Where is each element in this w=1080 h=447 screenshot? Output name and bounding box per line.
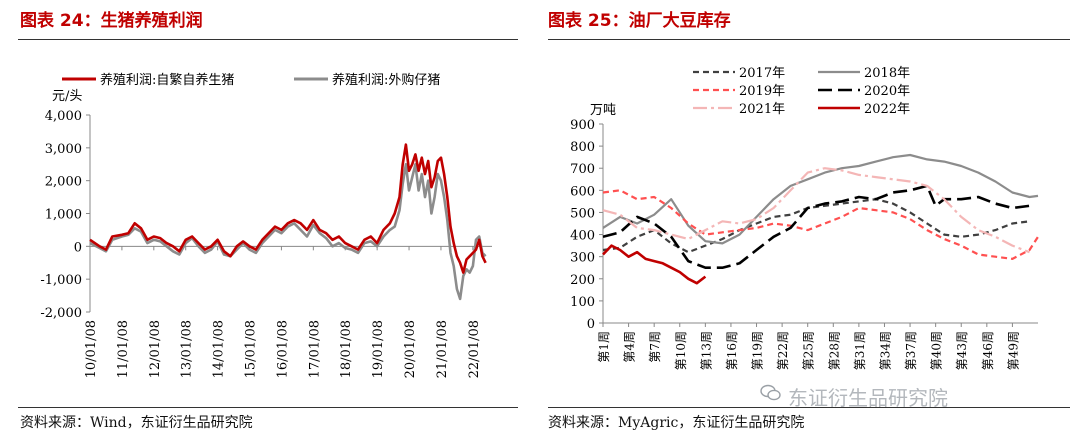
x-tick-label: 20/01/08 <box>403 320 418 378</box>
legend-label: 2019年 <box>739 84 785 99</box>
y-axis-unit: 万吨 <box>590 103 616 118</box>
series-line <box>89 143 487 274</box>
x-tick-label: 12/01/08 <box>148 320 163 378</box>
y-tick-label: 300 <box>570 251 595 266</box>
x-tick-label: 第25周 <box>802 331 816 370</box>
y-tick-label: 500 <box>570 206 595 221</box>
x-tick-label: 14/01/08 <box>212 320 227 378</box>
x-tick-label: 13/01/08 <box>180 320 195 378</box>
x-tick-label: 22/01/08 <box>467 320 482 378</box>
right-chart-title: 图表 25：油厂大豆库存 <box>548 11 731 31</box>
right-chart-panel: 图表 25：油厂大豆库存 2017年 2018年 2019年 2020年 2021年 20… <box>548 0 1080 447</box>
legend-label: 2018年 <box>864 66 910 81</box>
x-tick-label: 第7周 <box>648 331 662 363</box>
x-tick-label: 第28周 <box>827 331 841 370</box>
x-tick-label: 10/01/08 <box>84 320 99 378</box>
y-tick-label: 1,000 <box>45 208 82 223</box>
wechat-icon <box>760 384 781 401</box>
y-tick-label: -2,000 <box>40 306 82 321</box>
x-tick-label: 17/01/08 <box>307 320 322 378</box>
left-source-note: 资料来源：Wind，东证衍生品研究院 <box>20 415 253 431</box>
soybean-stock-chart: 2017年 2018年 2019年 2020年 2021年 2022年 万吨 0 100 200 3… <box>570 66 1039 370</box>
x-tick-label: 第10周 <box>674 331 688 370</box>
x-tick-label: 第4周 <box>623 331 637 363</box>
y-tick-label: 900 <box>570 118 595 133</box>
y-tick-label: 0 <box>74 240 82 255</box>
x-tick-label: 第1周 <box>597 331 611 363</box>
legend-label: 2017年 <box>739 66 785 81</box>
y-tick-label: 800 <box>570 140 595 155</box>
series-line <box>602 244 707 285</box>
y-tick-label: 2,000 <box>45 175 82 190</box>
x-tick-label: 第16周 <box>725 331 739 370</box>
x-tick-label: 第13周 <box>699 331 713 370</box>
left-source-rule <box>18 407 518 408</box>
y-axis-unit: 元/头 <box>52 89 82 104</box>
right-source-rule <box>548 407 1070 408</box>
x-tick-label: 第40周 <box>930 331 944 370</box>
y-tick-label: 4,000 <box>45 109 82 124</box>
x-tick-label: 第43周 <box>955 331 969 370</box>
legend-label: 2021年 <box>739 102 785 117</box>
right-title-rule <box>548 39 1070 40</box>
series-line <box>602 189 1039 260</box>
watermark-text: 东证衍生品研究院 <box>788 386 948 410</box>
x-tick-label: 19/01/08 <box>371 320 386 378</box>
y-tick-label: -1,000 <box>40 273 82 288</box>
x-tick-label: 16/01/08 <box>275 320 290 378</box>
x-tick-label: 18/01/08 <box>339 320 354 378</box>
y-tick-label: 3,000 <box>45 142 82 157</box>
legend-label: 养殖利润:自繁自养生猪 <box>100 72 234 88</box>
y-tick-label: 0 <box>587 317 595 332</box>
left-chart-panel: 图表 24：生猪养殖利润 养殖利润:自繁自养生猪 养殖利润:外购仔猪元/头 -2,0… <box>0 0 530 447</box>
y-tick-label: 600 <box>570 184 595 199</box>
series-line <box>89 163 487 301</box>
legend-label: 养殖利润:外购仔猪 <box>332 72 440 88</box>
series-line <box>602 184 1030 269</box>
y-tick-label: 400 <box>570 229 595 244</box>
series-line <box>602 153 1039 245</box>
x-tick-label: 第31周 <box>853 331 867 370</box>
y-tick-label: 200 <box>570 273 595 288</box>
x-tick-label: 15/01/08 <box>244 320 259 378</box>
legend-label: 2020年 <box>864 84 910 99</box>
x-tick-label: 21/01/08 <box>435 320 450 378</box>
y-tick-label: 100 <box>570 295 595 310</box>
left-title-rule <box>18 39 518 40</box>
right-source-note: 资料来源：MyAgric，东证衍生品研究院 <box>548 415 805 431</box>
x-tick-label: 第19周 <box>751 331 765 370</box>
series-line <box>602 167 1030 254</box>
legend-label: 2022年 <box>864 102 910 117</box>
x-tick-label: 第37周 <box>904 331 918 370</box>
x-tick-label: 第22周 <box>776 331 790 370</box>
x-tick-label: 第46周 <box>981 331 995 370</box>
left-chart-title: 图表 24：生猪养殖利润 <box>20 11 203 31</box>
x-tick-label: 第34周 <box>878 331 892 370</box>
y-tick-label: 700 <box>570 162 595 177</box>
x-tick-label: 第49周 <box>1006 331 1020 370</box>
x-tick-label: 11/01/08 <box>116 320 131 378</box>
